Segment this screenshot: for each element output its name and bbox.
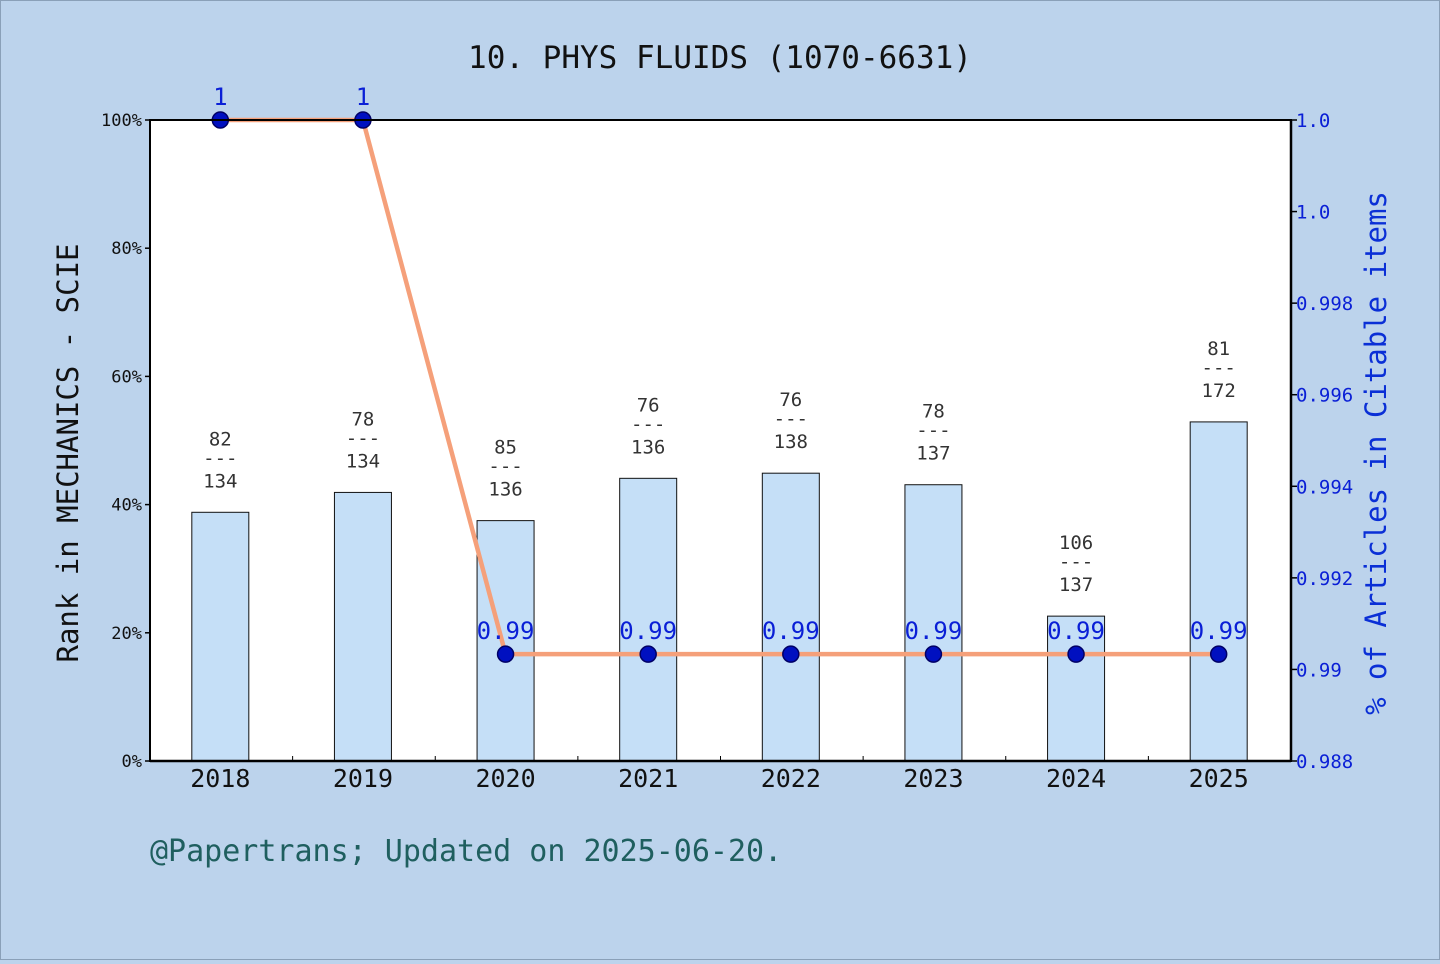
line-value-label: 1 [356,83,370,111]
plot-area [150,120,1291,761]
line-value-label: 0.99 [905,617,963,645]
bar-rank-label: 106 [1059,532,1093,554]
bar-total-label: 134 [203,470,237,492]
bar-total-label: 172 [1202,380,1236,402]
x-tick-label: 2025 [1189,764,1249,793]
line-value-label: 1 [213,83,227,111]
bar-2021 [619,477,678,762]
line-value-label: 0.99 [1190,617,1248,645]
bar-total-label: 137 [916,443,950,465]
line-point-2024 [1067,645,1085,663]
bar-rank-label: 78 [922,401,945,423]
bar-labels-layer: 82---13478---13485---13676---13676---138… [203,338,1236,596]
y2-tick-label: 1.0 [1296,110,1330,132]
line-value-label: 0.99 [762,617,820,645]
x-tick-label: 2021 [618,764,678,793]
bar-total-label: 137 [1059,574,1093,596]
x-tick-label: 2019 [333,764,393,793]
line-point-2022 [782,645,800,663]
bar-total-label: 138 [774,431,808,453]
y-tick-label: 20% [111,624,142,644]
bar-total-label: 136 [631,436,665,458]
line-series [220,117,1219,657]
bar-2024 [1047,615,1106,762]
bar-2022 [761,472,820,762]
line-value-label: 0.99 [619,617,677,645]
bar-fraction-line: --- [1202,357,1236,379]
bar-rank-label: 81 [1207,338,1230,360]
bar-fraction-line: --- [1059,551,1093,573]
x-tick-label: 2023 [903,764,963,793]
y2-tick-label: 0.996 [1296,385,1353,407]
bar-rank-label: 82 [209,428,232,450]
line-value-label: 0.99 [477,617,535,645]
y2-tick-label: 0.992 [1296,568,1353,590]
bar-rank-label: 76 [637,394,660,416]
bar-2020 [476,520,535,762]
bar-fraction-line: --- [203,447,237,469]
line-point-2023 [924,645,943,663]
y-axis-label: Rank in MECHANICS - SCIE [51,243,85,662]
y-tick-label: 100% [101,111,142,131]
bar-fraction-line: --- [488,456,522,478]
bar-fraction-line: --- [631,413,665,435]
line-layer: 1 1 0.99 0.99 0.99 0.99 0.99 0.99 [211,83,1248,663]
x-tick-label: 2018 [190,764,250,793]
y2-tick-label: 0.994 [1296,476,1353,498]
y-tick-label: 0% [122,752,142,772]
bars-layer [191,421,1248,762]
y-tick-label: 80% [111,239,142,259]
bar-fraction-line: --- [916,420,950,442]
y-tick-label: 60% [111,367,142,387]
y2-tick-label: 0.99 [1296,659,1342,681]
bar-fraction-line: --- [346,427,380,449]
line-point-2020 [496,645,515,663]
bar-rank-label: 76 [779,389,802,411]
bar-2019 [333,491,392,762]
x-tick-label: 2024 [1046,764,1106,793]
axes-layer: 0% 20% 40% 60% 80% 100% 0.988 0.99 0.992 0.994 0.9… [101,110,1353,793]
y2-tick-label: 1.0 [1296,202,1330,224]
footer-credit: @Papertrans; Updated on 2025-06-20. [150,834,783,869]
bar-2018 [191,511,250,762]
line-value-label: 0.99 [1047,617,1105,645]
bar-fraction-line: --- [774,408,808,430]
bar-rank-label: 85 [494,437,517,459]
line-point-2025 [1209,645,1228,663]
bar-total-label: 134 [346,450,380,472]
bar-rank-label: 78 [351,408,374,430]
line-point-2021 [639,645,657,663]
y2-axis-label: % of Articles in Citable items [1359,191,1393,715]
y2-tick-label: 0.988 [1296,751,1353,773]
bar-total-label: 136 [488,479,522,501]
bar-2025 [1189,421,1248,762]
y2-tick-label: 0.998 [1296,293,1353,315]
chart-title: 10. PHYS FLUIDS (1070-6631) [468,40,972,76]
y-tick-label: 40% [111,496,142,516]
x-tick-label: 2022 [761,764,821,793]
x-tick-label: 2020 [475,764,535,793]
